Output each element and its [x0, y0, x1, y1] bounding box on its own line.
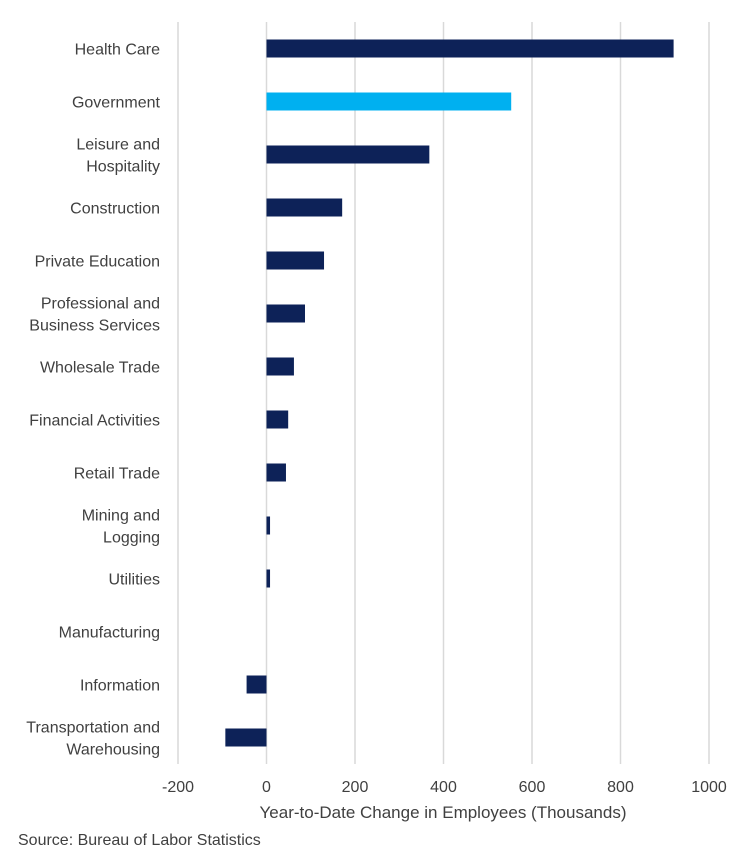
category-label: Retail Trade: [74, 466, 160, 483]
bar: [266, 410, 289, 429]
category-label: Utilities: [108, 572, 160, 589]
source-note: Source: Bureau of Labor Statistics: [18, 832, 261, 849]
x-tick-label: 1000: [691, 779, 727, 796]
bar: [246, 675, 267, 694]
bar: [266, 92, 512, 111]
bar: [266, 145, 430, 164]
bar: [266, 357, 294, 376]
bar: [266, 39, 674, 58]
x-tick-label: -200: [162, 779, 194, 796]
category-labels: Health Care Government Leisure and Hospital…: [26, 42, 160, 759]
bar: [266, 304, 305, 323]
category-label: Mining and Logging: [82, 508, 160, 547]
category-label: Construction: [70, 201, 160, 218]
category-label: Financial Activities: [29, 413, 160, 430]
bar: [266, 516, 271, 535]
x-tick-label: 600: [519, 779, 546, 796]
x-tick-label: 200: [342, 779, 369, 796]
category-label: Wholesale Trade: [40, 360, 160, 377]
category-label: Manufacturing: [59, 625, 160, 642]
bar: [266, 251, 325, 270]
bar: [266, 569, 271, 588]
bar: [266, 463, 286, 482]
category-label: Information: [80, 678, 160, 695]
x-tick-labels: -200 0 200 400 600 800 1000: [162, 779, 727, 796]
x-axis-title: Year-to-Date Change in Employees (Thousa…: [260, 803, 627, 822]
category-label: Government: [72, 95, 161, 112]
x-tick-label: 400: [430, 779, 457, 796]
category-label: Professional and Business Services: [29, 296, 160, 335]
x-tick-label: 800: [607, 779, 634, 796]
bar: [225, 728, 267, 747]
bars: [225, 39, 674, 747]
category-label: Transportation and Warehousing: [26, 720, 160, 759]
category-label: Leisure and Hospitality: [76, 137, 160, 176]
gridlines: [177, 22, 710, 764]
category-label: Private Education: [35, 254, 160, 271]
bar: [266, 198, 343, 217]
x-tick-label: 0: [262, 779, 271, 796]
category-label: Health Care: [75, 42, 160, 59]
